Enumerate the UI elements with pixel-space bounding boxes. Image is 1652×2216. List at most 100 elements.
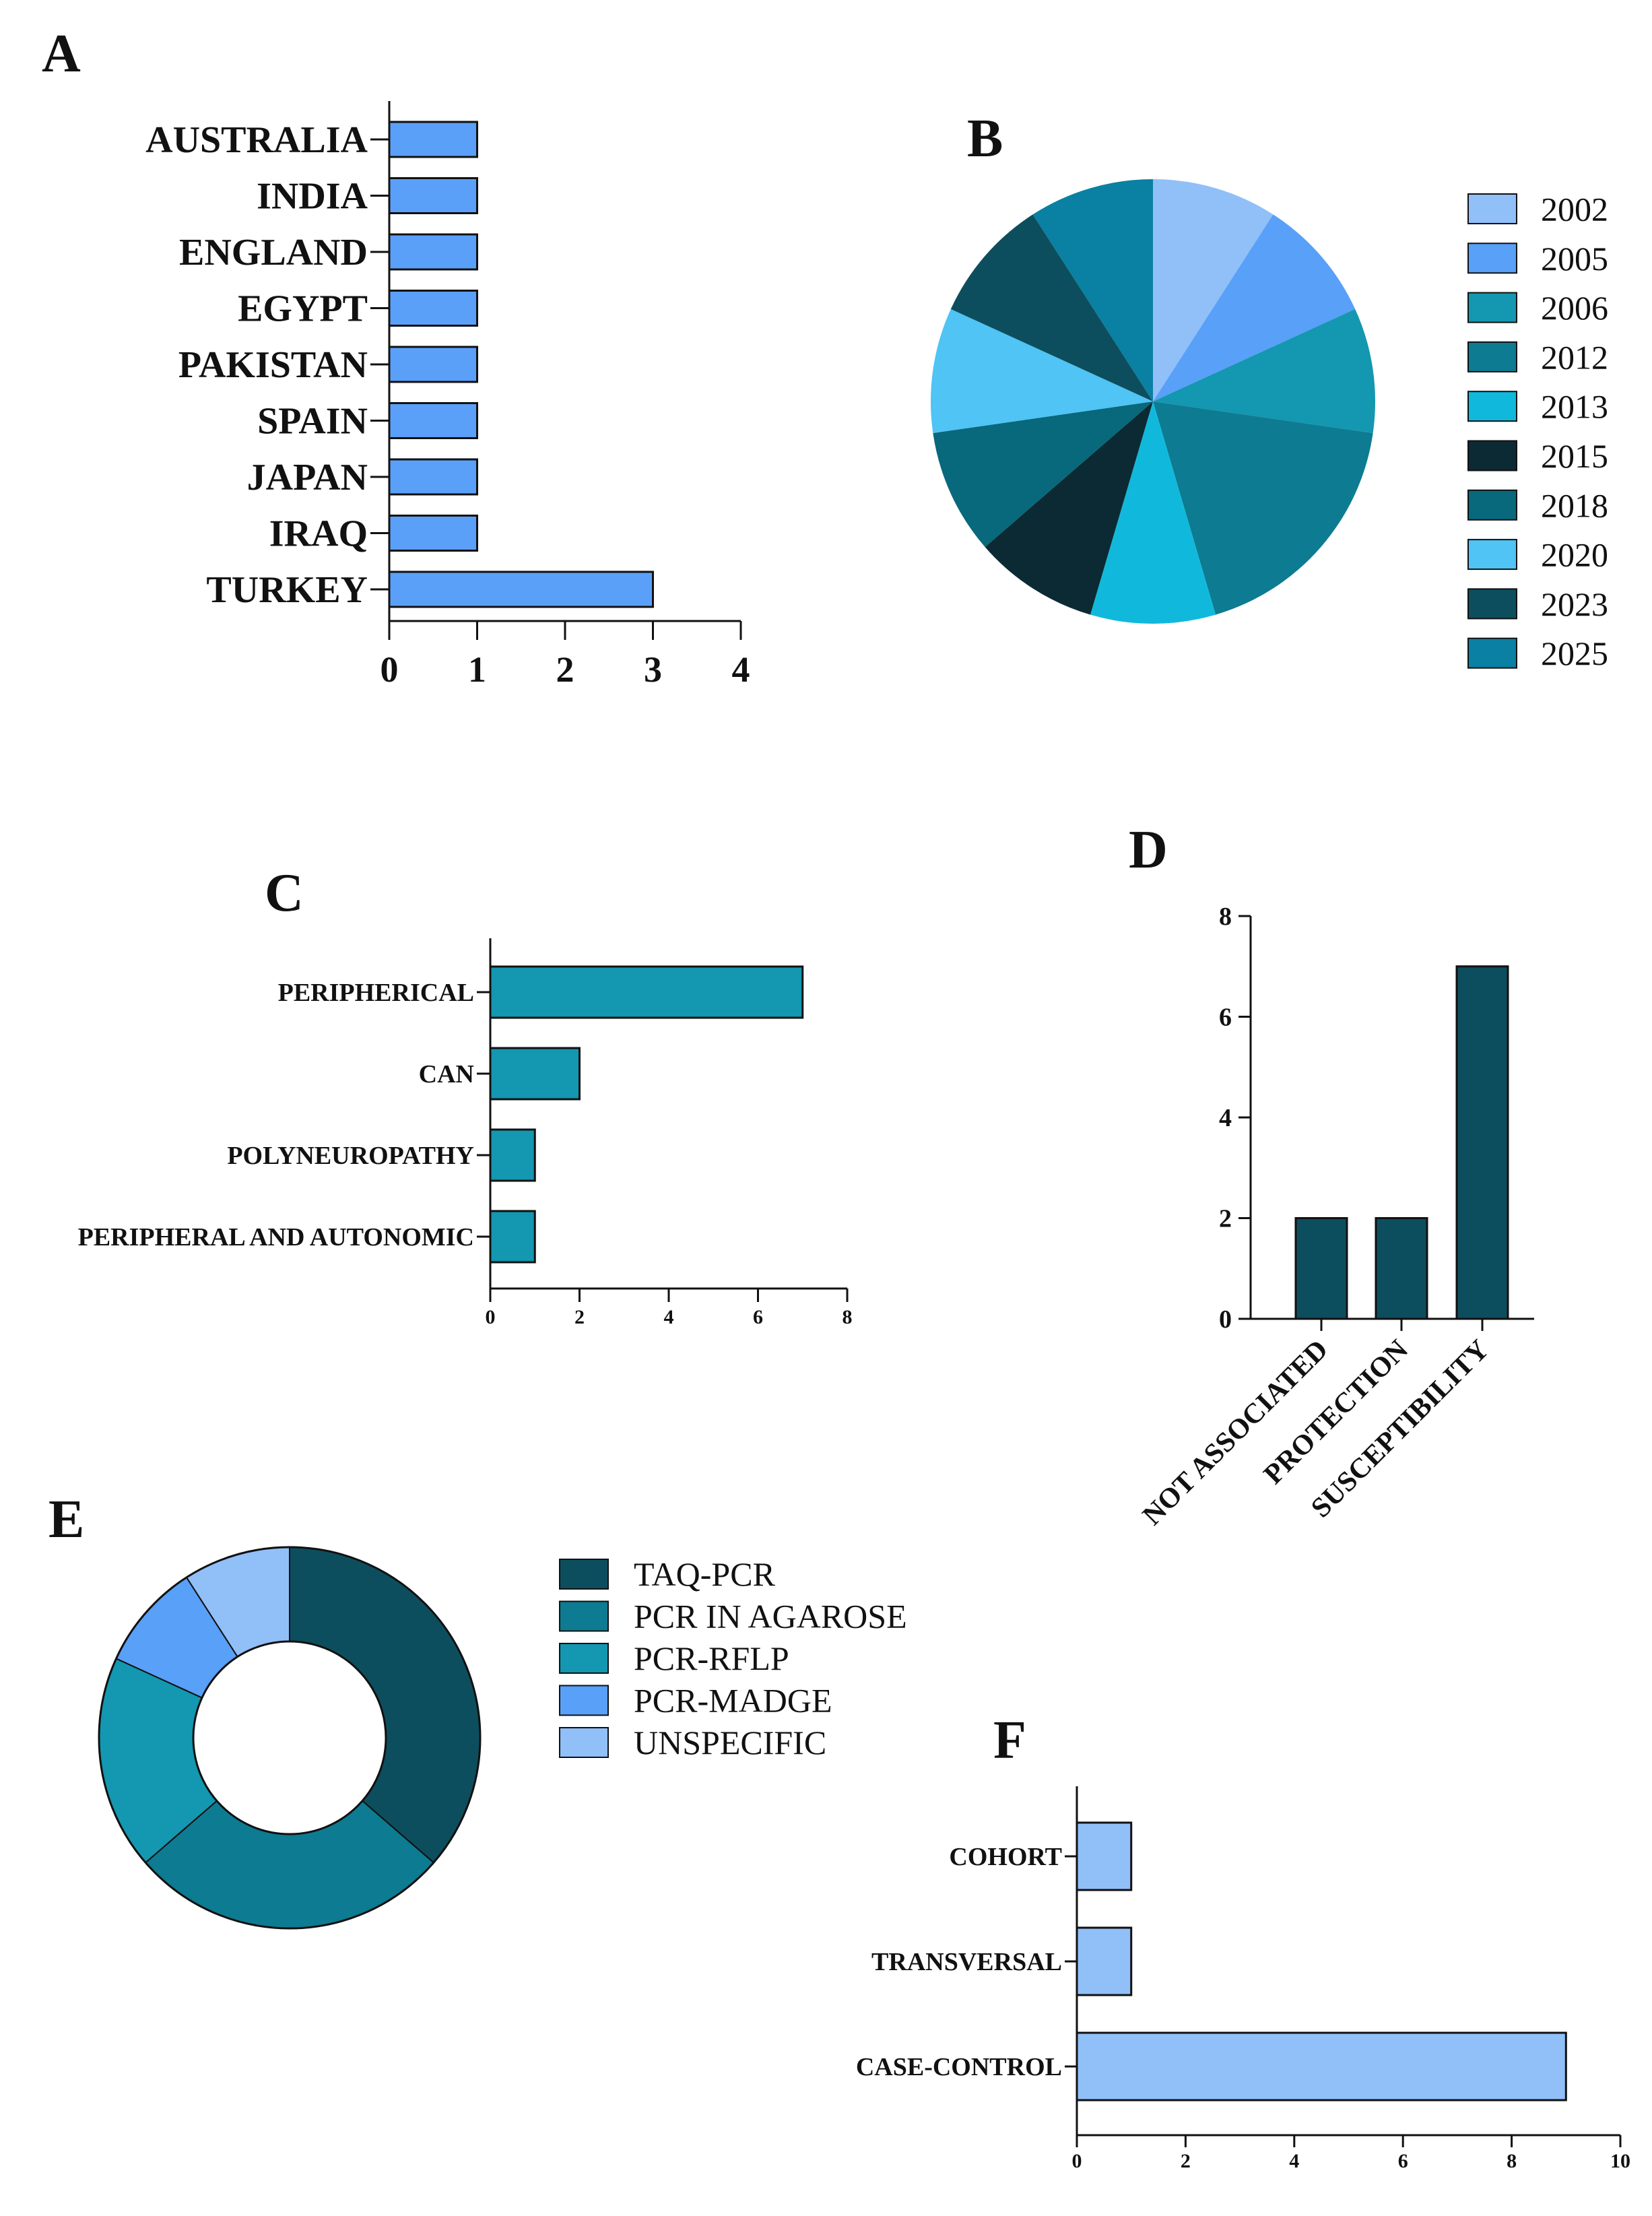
legend-label-2005: 2005 — [1541, 240, 1608, 278]
legend-swatch-2020 — [1467, 539, 1517, 571]
bar-india — [388, 177, 478, 214]
panel-label-b: B — [967, 109, 1003, 168]
x-tick-label: 10 — [1610, 2150, 1630, 2172]
category-label-transversal: TRANSVERSAL — [871, 1948, 1062, 1976]
legend-label-unspecific: UNSPECIFIC — [634, 1724, 826, 1761]
slice-2018 — [933, 401, 1153, 548]
category-label-protection: PROTECTION — [1258, 1334, 1414, 1491]
panel-b-year-pie-chart: B 2002 2005 2006 2012 2013 2015 2018 2020 2023 202… — [930, 109, 1608, 672]
bar-england — [388, 233, 478, 271]
x-tick-label: 0 — [381, 649, 399, 690]
y-tick-label: 2 — [1219, 1205, 1232, 1233]
legend-label-2025: 2025 — [1541, 634, 1608, 672]
bar-turkey — [388, 571, 654, 608]
legend-swatch-pcr-rflp — [559, 1643, 609, 1674]
legend-swatch-2005 — [1467, 242, 1517, 274]
bar-peripheral-and-autonomic — [489, 1210, 536, 1264]
slice-2020 — [930, 308, 1153, 433]
category-label-pakistan: PAKISTAN — [178, 344, 368, 386]
x-tick-label: 2 — [1181, 2150, 1191, 2172]
donut-inner-ring — [192, 1640, 387, 1835]
panel-label-a: A — [42, 24, 81, 84]
bar-can — [489, 1047, 581, 1101]
x-tick-label: 4 — [664, 1306, 674, 1328]
legend-swatch-2025 — [1467, 637, 1517, 669]
slice-2002 — [1153, 179, 1274, 401]
slice-2005 — [1153, 214, 1356, 401]
category-label-australia: AUSTRALIA — [145, 119, 368, 161]
legend-swatch-unspecific — [559, 1727, 609, 1758]
x-tick-label: 0 — [1072, 2150, 1082, 2172]
category-label-peripherical: PERIPHERICAL — [278, 979, 474, 1007]
x-tick-label: 4 — [732, 649, 750, 690]
category-label-spain: SPAIN — [257, 401, 368, 443]
slice-2013 — [1090, 401, 1216, 624]
x-tick-label: 2 — [556, 649, 574, 690]
bar-not-associated — [1294, 1217, 1348, 1320]
category-label-case-control: CASE-CONTROL — [856, 2053, 1062, 2081]
bar-case-control — [1076, 2031, 1567, 2101]
legend-label-2015: 2015 — [1541, 437, 1608, 475]
legend-swatch-2023 — [1467, 588, 1517, 620]
bar-peripherical — [489, 965, 804, 1019]
legend-label-2002: 2002 — [1541, 191, 1608, 228]
panel-c-neuropathy-bar-chart: C 0 2 4 6 8 PERIPHERICAL CAN POLYNEUROPATHY PERIP… — [78, 863, 853, 1328]
panel-label-f: F — [993, 1711, 1026, 1770]
slice-2006 — [1153, 308, 1376, 433]
bar-protection — [1375, 1217, 1428, 1320]
category-label-england: ENGLAND — [179, 232, 368, 273]
y-tick-label: 6 — [1219, 1004, 1232, 1032]
legend-label-pcr-madge: PCR-MADGE — [634, 1681, 832, 1719]
category-label-japan: JAPAN — [247, 457, 368, 498]
bar-japan — [388, 458, 478, 496]
panel-e-method-donut-chart: E TAQ-PCR PCR IN AGAROSE PCR-RFLP PCR-MADGE U… — [48, 1490, 907, 1930]
slice-2012 — [1153, 401, 1373, 615]
legend-label-2023: 2023 — [1541, 585, 1608, 623]
legend-swatch-2002 — [1467, 193, 1517, 224]
x-tick-label: 4 — [1289, 2150, 1299, 2172]
legend-swatch-2012 — [1467, 341, 1517, 372]
bar-polyneuropathy — [489, 1128, 536, 1182]
bar-transversal — [1076, 1926, 1133, 1996]
donut-outer-ring — [98, 1546, 482, 1930]
legend-swatch-taq-pcr — [559, 1559, 609, 1590]
bar-pakistan — [388, 346, 478, 383]
category-label-india: INDIA — [257, 176, 368, 218]
x-tick-label: 1 — [468, 649, 486, 690]
legend-swatch-2015 — [1467, 440, 1517, 471]
bar-egypt — [388, 290, 478, 327]
panel-a-country-bar-chart: A 0 1 2 3 4 AUSTRALIA INDIA ENGLAND EGYPT PAKISTAN… — [42, 24, 750, 690]
legend-swatch-2013 — [1467, 391, 1517, 422]
category-label-cohort: COHORT — [949, 1843, 1062, 1871]
panel-label-d: D — [1129, 820, 1168, 880]
bar-spain — [388, 402, 478, 439]
x-tick-label: 0 — [486, 1306, 496, 1328]
category-label-polyneuropathy: POLYNEUROPATHY — [227, 1142, 474, 1170]
slice-2015 — [985, 401, 1153, 615]
legend-label-2006: 2006 — [1541, 289, 1608, 327]
legend-label-pcr-rflp: PCR-RFLP — [634, 1639, 789, 1677]
category-label-turkey: TURKEY — [206, 569, 368, 611]
x-tick-label: 8 — [842, 1306, 853, 1328]
legend-label-2020: 2020 — [1541, 536, 1608, 574]
bar-susceptibility — [1455, 965, 1509, 1320]
legend-label-taq-pcr: TAQ-PCR — [634, 1555, 776, 1593]
x-tick-label: 3 — [644, 649, 662, 690]
bar-australia — [388, 121, 478, 158]
category-label-peripheral-and-autonomic: PERIPHERAL AND AUTONOMIC — [78, 1223, 474, 1251]
category-label-can: CAN — [419, 1060, 474, 1088]
legend-swatch-2006 — [1467, 292, 1517, 323]
legend-swatch-pcr-in-agarose — [559, 1600, 609, 1632]
legend-label-2018: 2018 — [1541, 486, 1608, 524]
category-label-iraq: IRAQ — [269, 513, 368, 555]
bar-iraq — [388, 515, 478, 552]
y-tick-label: 0 — [1219, 1305, 1232, 1334]
y-tick-label: 4 — [1219, 1104, 1232, 1132]
x-tick-label: 6 — [1398, 2150, 1408, 2172]
legend-label-2012: 2012 — [1541, 338, 1608, 376]
legend-label-2013: 2013 — [1541, 388, 1608, 426]
x-tick-label: 6 — [753, 1306, 763, 1328]
panel-label-c: C — [265, 863, 304, 923]
